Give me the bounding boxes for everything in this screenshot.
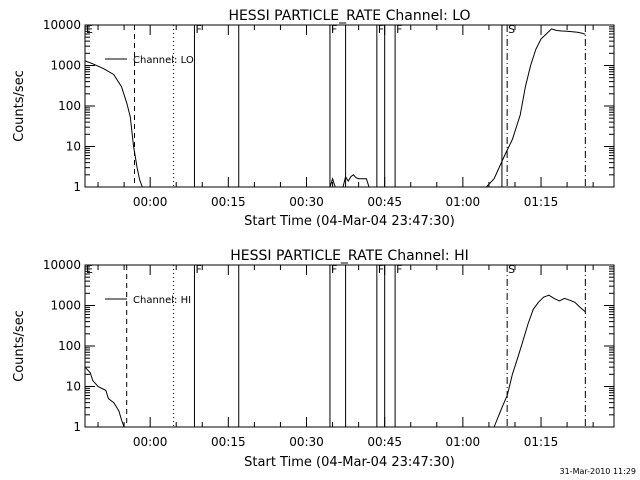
chart-title: HESSI PARTICLE_RATE Channel: LO xyxy=(228,8,470,24)
y-tick-label: 10000 xyxy=(43,18,81,32)
x-axis-label: Start Time (04-Mar-04 23:47:30) xyxy=(244,214,455,229)
legend-label: Channel: LO xyxy=(133,55,194,66)
data-line xyxy=(493,294,586,428)
event-marker-label: S xyxy=(508,23,515,36)
edge-label: E xyxy=(86,23,93,36)
event-marker-label: F xyxy=(378,263,384,276)
x-tick-label: 00:30 xyxy=(289,435,324,449)
y-axis-label: Counts/sec xyxy=(12,70,27,142)
x-tick-label: 01:00 xyxy=(446,435,481,449)
event-marker-label: F xyxy=(195,263,201,276)
event-marker-label: S xyxy=(508,263,515,276)
y-tick-label: 10000 xyxy=(43,258,81,272)
event-marker-label: F xyxy=(378,23,384,36)
x-tick-label: 01:15 xyxy=(524,195,559,209)
y-tick-label: 100 xyxy=(58,339,81,353)
x-tick-label: 01:15 xyxy=(524,435,559,449)
data-line xyxy=(485,28,586,188)
x-tick-label: 01:00 xyxy=(446,195,481,209)
y-axis-label: Counts/sec xyxy=(12,310,27,382)
x-tick-label: 00:45 xyxy=(367,435,402,449)
y-tick-label: 100 xyxy=(58,99,81,113)
edge-label: E xyxy=(86,263,93,276)
x-tick-label: 00:45 xyxy=(367,195,402,209)
x-axis-label: Start Time (04-Mar-04 23:47:30) xyxy=(244,455,455,470)
data-line xyxy=(329,174,370,188)
event-marker-label: F xyxy=(396,263,402,276)
y-tick-label: 1 xyxy=(73,420,81,434)
footer-timestamp: 31-Mar-2010 11:29 xyxy=(560,467,637,476)
x-tick-label: 00:00 xyxy=(133,195,168,209)
plot-frame xyxy=(84,264,615,428)
chart-panel-lo: HESSI PARTICLE_RATE Channel: LO 1 10 100 100… xyxy=(12,8,615,229)
chart-panel-hi: HESSI PARTICLE_RATE Channel: HI 1 10 100 100… xyxy=(12,248,615,470)
legend-label: Channel: HI xyxy=(133,295,191,306)
data-line xyxy=(84,60,143,188)
y-tick-label: 10 xyxy=(66,140,81,154)
y-tick-label: 1000 xyxy=(50,59,81,73)
y-tick-label: 1000 xyxy=(50,299,81,313)
x-tick-label: 00:15 xyxy=(211,435,246,449)
event-marker-label: F xyxy=(331,23,337,36)
y-tick-label: 10 xyxy=(66,380,81,394)
x-tick-label: 00:15 xyxy=(211,195,246,209)
y-tick-label: 1 xyxy=(73,180,81,194)
x-tick-label: 00:30 xyxy=(289,195,324,209)
chart-title: HESSI PARTICLE_RATE Channel: HI xyxy=(230,248,468,264)
event-marker-label: F xyxy=(195,23,201,36)
event-marker-label: F xyxy=(331,263,337,276)
data-line xyxy=(84,366,125,428)
event-marker-label: F xyxy=(396,23,402,36)
plot-frame xyxy=(84,24,615,188)
x-tick-label: 00:00 xyxy=(133,435,168,449)
